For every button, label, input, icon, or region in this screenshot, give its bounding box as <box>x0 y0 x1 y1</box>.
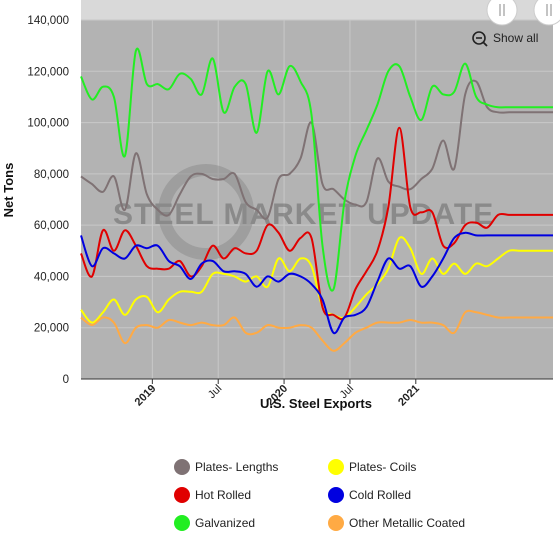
range-handle-right[interactable] <box>533 0 560 26</box>
y-tick-label: 100,000 <box>27 118 69 130</box>
legend-item-2[interactable]: Hot Rolled <box>174 487 251 503</box>
legend-marker <box>328 515 344 531</box>
legend-marker <box>174 487 190 503</box>
range-handle-left[interactable] <box>486 0 518 26</box>
y-tick-label: 0 <box>63 374 69 386</box>
legend-item-5[interactable]: Other Metallic Coated <box>328 515 465 531</box>
y-tick-label: 140,000 <box>27 15 69 27</box>
series-line-4[interactable] <box>80 47 553 292</box>
x-axis-title: U.S. Steel Exports <box>260 396 372 411</box>
legend-label: Galvanized <box>195 516 255 530</box>
legend-marker <box>174 459 190 475</box>
legend-label: Other Metallic Coated <box>349 516 465 530</box>
legend-label: Plates- Coils <box>349 460 416 474</box>
series-lines <box>80 47 553 352</box>
show-all-label[interactable]: Show all <box>493 31 538 45</box>
y-tick-label: 80,000 <box>34 169 69 181</box>
range-selector-bar[interactable] <box>81 0 553 20</box>
show-all-button[interactable]: Show all <box>472 31 538 47</box>
series-line-5[interactable] <box>80 309 553 352</box>
legend-item-4[interactable]: Galvanized <box>174 515 255 531</box>
zoom-out-icon[interactable] <box>472 31 486 45</box>
zoom-out-handle <box>482 41 488 47</box>
y-axis-title: Net Tons <box>1 163 16 218</box>
x-tick-label: Jul <box>206 383 224 401</box>
legend-label: Cold Rolled <box>349 488 411 502</box>
legend-marker <box>174 515 190 531</box>
series-line-3[interactable] <box>80 231 553 335</box>
legend-item-0[interactable]: Plates- Lengths <box>174 459 278 475</box>
legend-label: Hot Rolled <box>195 488 251 502</box>
x-tick-label: 2019 <box>133 383 159 409</box>
legend-marker <box>328 487 344 503</box>
legend-item-1[interactable]: Plates- Coils <box>328 459 416 475</box>
series-line-1[interactable] <box>80 236 553 324</box>
legend-marker <box>328 459 344 475</box>
series-line-2[interactable] <box>80 126 553 321</box>
legend-label: Plates- Lengths <box>195 460 278 474</box>
legend-item-3[interactable]: Cold Rolled <box>328 487 411 503</box>
y-tick-label: 40,000 <box>34 271 69 283</box>
y-tick-label: 120,000 <box>27 66 69 78</box>
x-tick-label: 2021 <box>396 383 422 409</box>
y-axis-ticks: 0 20,000 40,000 60,000 80,000 100,000 120,000 1… <box>27 15 69 386</box>
series-line-0[interactable] <box>80 79 553 220</box>
legend: Plates- Lengths Plates- Coils Hot Rolled Co… <box>174 459 465 531</box>
y-tick-label: 20,000 <box>34 323 69 335</box>
y-tick-label: 60,000 <box>34 220 69 232</box>
